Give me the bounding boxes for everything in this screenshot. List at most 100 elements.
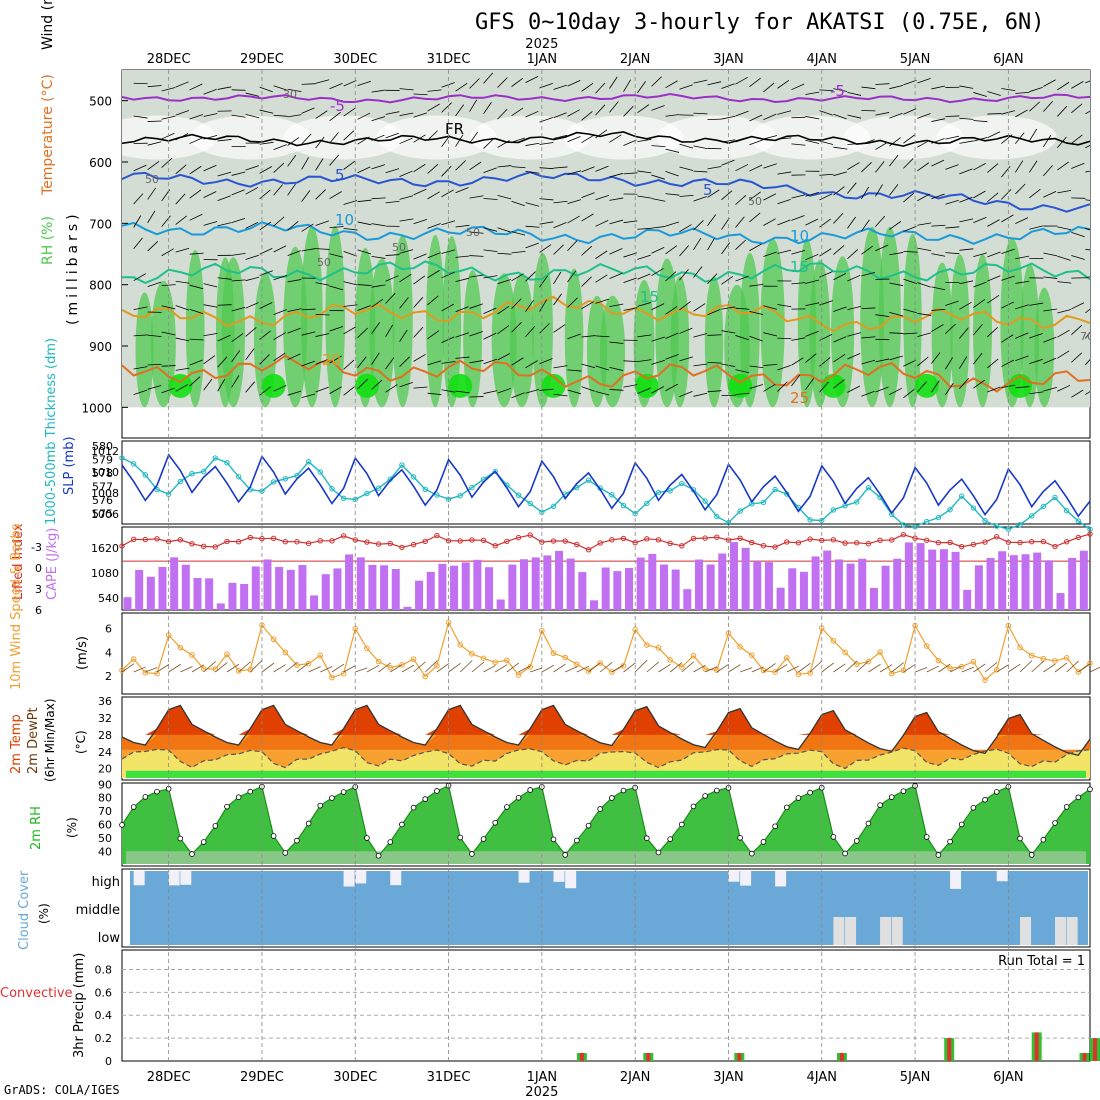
wind-barb xyxy=(777,171,792,175)
wind-barb xyxy=(679,391,693,397)
lifted-index-marker xyxy=(119,543,125,549)
wind-barb xyxy=(441,389,456,393)
wind-barb-10m xyxy=(938,663,951,673)
wind-barb xyxy=(735,335,749,341)
wind-barb xyxy=(1015,280,1030,284)
wind-barb xyxy=(1085,170,1090,173)
rh2m-marker xyxy=(1028,852,1035,858)
legend-precip-conv: Convective xyxy=(0,986,73,1001)
lifted-index-marker xyxy=(935,539,942,546)
wind-barb xyxy=(1001,134,1013,144)
wind-barb xyxy=(203,221,218,226)
thickness-marker xyxy=(935,514,942,521)
legend-wind10m: 10m Wind Speed & Barbs xyxy=(9,523,24,690)
wind-barb xyxy=(399,329,408,342)
wind-barb xyxy=(301,308,316,311)
wind-barb xyxy=(763,251,777,257)
rh2m-marker xyxy=(317,802,324,809)
wind-barb xyxy=(203,355,216,365)
wind-barb xyxy=(623,79,631,92)
rh-blob xyxy=(831,256,855,408)
wind-barb xyxy=(763,332,778,337)
wind-barb xyxy=(525,299,534,312)
rh2m-marker xyxy=(480,836,487,842)
wind-barb xyxy=(833,186,845,196)
wind-barb xyxy=(595,82,606,94)
precip-tick-label: 0 xyxy=(105,1055,112,1068)
cape-bar xyxy=(718,553,727,610)
wind-barb xyxy=(245,187,259,195)
wind-barb xyxy=(1015,255,1030,260)
wind-barb xyxy=(805,116,820,120)
wind-barb xyxy=(987,358,999,369)
wind-barb xyxy=(483,167,497,174)
wind-barb xyxy=(525,225,540,228)
wind-barb xyxy=(693,170,708,173)
wind-barb xyxy=(455,255,470,258)
wind-barb xyxy=(511,200,525,207)
wind-barb xyxy=(623,106,634,117)
lifted-index-marker xyxy=(562,538,568,544)
wind-barb xyxy=(175,384,189,392)
wind-barb xyxy=(455,277,470,282)
wind-barb xyxy=(231,375,240,388)
wind-barb xyxy=(413,93,428,96)
cape-bar xyxy=(356,557,365,610)
rh2m-legend: 2m RH (%) xyxy=(29,806,79,850)
wind-barb xyxy=(679,245,689,257)
wind-barb xyxy=(497,325,510,335)
lifted-index-marker xyxy=(1040,538,1047,545)
lifted-index-marker xyxy=(737,535,743,541)
wind-barb xyxy=(1029,128,1038,142)
wind-barb xyxy=(511,251,526,254)
wind-barb xyxy=(399,195,414,200)
wind-barb xyxy=(161,331,176,336)
cape-bar xyxy=(811,556,820,610)
date-label-top: 30DEC xyxy=(333,52,377,67)
wind-barb xyxy=(707,334,722,336)
thickness-marker xyxy=(993,523,1000,529)
wind-barb xyxy=(1001,214,1014,223)
wind-barb-10m xyxy=(424,660,438,673)
lifted-index-marker xyxy=(235,539,242,545)
lifted-index-marker xyxy=(877,537,883,544)
cape-bar xyxy=(951,551,960,610)
cloud-row-label: high xyxy=(92,875,120,890)
wind-barb xyxy=(609,197,624,201)
wind-barb xyxy=(931,118,946,122)
wind-barb xyxy=(399,112,414,117)
wind-barb xyxy=(791,282,806,285)
wind-barb xyxy=(441,165,452,177)
cloud-gap-high xyxy=(168,871,180,886)
rh2m-marker xyxy=(690,803,697,810)
wind-barb xyxy=(609,134,622,143)
wind-barb xyxy=(539,167,554,170)
wind-barb xyxy=(287,183,296,196)
wind-barb xyxy=(1015,183,1026,195)
wind-barb xyxy=(189,83,203,91)
wind-barb xyxy=(525,170,540,174)
wind-barb xyxy=(413,219,428,225)
wind-barb xyxy=(511,322,522,333)
wind-barb xyxy=(945,357,954,370)
wind-barb xyxy=(917,162,930,172)
isotherm-10 xyxy=(122,221,1090,245)
wind-barb xyxy=(665,114,680,117)
rh-contour-label: 50 xyxy=(466,226,480,239)
wind-barb xyxy=(553,293,562,306)
rh-dry-patch xyxy=(656,115,777,160)
wind-barb xyxy=(735,369,750,374)
wind-barb xyxy=(399,137,413,144)
rh-blob xyxy=(392,234,413,408)
wind-barb xyxy=(357,112,371,120)
thickness-tick-label: 579 xyxy=(92,454,113,467)
wind-barb xyxy=(665,353,679,360)
lifted-index-marker xyxy=(224,538,230,545)
wind-barb xyxy=(1057,255,1071,261)
wind-barb xyxy=(903,308,918,314)
wind-barb xyxy=(189,137,203,144)
wind-barb xyxy=(469,131,478,144)
rh2m-marker xyxy=(748,850,755,857)
wind-barb xyxy=(903,278,917,284)
wind-barb xyxy=(245,221,259,229)
